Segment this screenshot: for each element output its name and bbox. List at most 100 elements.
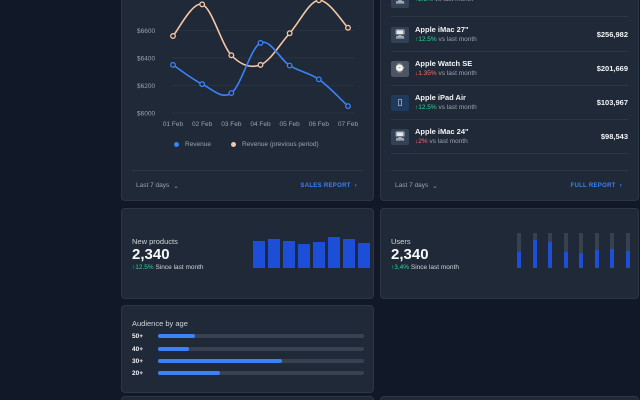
product-change: ↓1.35% vs last month [415, 69, 597, 78]
users-pct: 3,4% [394, 264, 410, 271]
product-row[interactable]: 🖥 Apple iMac 27" ↑12.5% vs last month $256,… [391, 18, 628, 52]
full-report-link[interactable]: FULL REPORT › [570, 183, 628, 189]
previous-revenue-point[interactable] [170, 33, 176, 39]
product-info: ↑2.5% vs last month [415, 0, 628, 4]
product-since: vs last month [438, 70, 477, 77]
bar [548, 241, 552, 268]
revenue-point[interactable] [228, 90, 235, 97]
x-tick-label: 02 Feb [192, 121, 213, 128]
arrow-up-icon: ↑ [391, 264, 395, 271]
age-progress-track [158, 347, 364, 351]
product-info: Apple iMac 27" ↑12.5% vs last month [415, 25, 597, 44]
y-tick-label: $6200 [137, 83, 155, 90]
bar [313, 241, 325, 268]
audience-row: 30+ [132, 356, 364, 366]
product-revenue: $103,967 [596, 98, 628, 107]
arrow-up-icon: ↑ [415, 0, 418, 3]
imac-icon: 🖥 [391, 26, 409, 43]
product-name: Apple iPad Air [415, 93, 466, 102]
date-range-select[interactable]: Last 7 days ⌄ [132, 182, 179, 190]
previous-revenue-point[interactable] [286, 30, 293, 37]
product-row[interactable]: ▯ Apple iPad Air ↑12.5% vs last month $103,… [391, 86, 628, 120]
previous-revenue-point[interactable] [257, 61, 264, 68]
x-tick-label: 03 Feb [221, 121, 242, 128]
bar-track [532, 233, 537, 268]
sales-report-link[interactable]: SALES REPORT › [300, 183, 363, 189]
product-revenue: $98,543 [600, 132, 628, 141]
previous-revenue-point[interactable] [228, 52, 235, 59]
x-tick-label: 04 Feb [250, 121, 271, 128]
age-progress-track [158, 359, 364, 363]
age-group-label: 30+ [132, 357, 144, 365]
revenue-point[interactable] [257, 39, 264, 46]
bar-track [594, 233, 599, 268]
legend-item-previous[interactable]: Revenue (previous period) [231, 141, 319, 148]
product-row[interactable]: ⌚ Apple Watch SE ↓1.35% vs last month $201,… [391, 52, 628, 86]
product-info: Apple iPad Air ↑12.5% vs last month [415, 93, 597, 112]
new-products-pct: 12.5% [135, 264, 154, 271]
product-pct: 12.5% [418, 36, 437, 43]
product-pct: 12.5% [418, 104, 437, 111]
x-tick-label: 07 Feb [338, 121, 359, 128]
users-value: 2,340 [391, 246, 429, 263]
product-row[interactable]: 🖥 Apple iMac 24" ↓2% vs last month $98,543 [391, 120, 628, 154]
product-pct: 2% [418, 138, 428, 145]
product-revenue: $256,982 [596, 30, 628, 39]
legend-item-revenue[interactable]: Revenue [174, 141, 211, 148]
chevron-right-icon: › [619, 182, 622, 189]
audience-row: 20+ [132, 368, 364, 378]
chart-card-footer: Last 7 days ⌄ SALES REPORT › [132, 170, 363, 200]
age-progress-track [158, 334, 364, 338]
previous-revenue-point[interactable] [345, 24, 351, 31]
chart-legend: Revenue Revenue (previous period) [174, 141, 319, 148]
product-change: ↓2% vs last month [415, 137, 601, 146]
users-since: Since last month [410, 264, 459, 271]
x-tick-label: 05 Feb [280, 121, 301, 128]
audience-row: 50+ [132, 331, 364, 341]
revenue-point[interactable] [199, 81, 206, 88]
product-since: vs last month [438, 36, 477, 43]
users-bar-chart [517, 233, 630, 268]
bar [253, 240, 265, 268]
product-revenue: $201,669 [596, 64, 628, 73]
new-products-value: 2,340 [132, 246, 170, 263]
ipad-icon: ▯ [391, 94, 409, 111]
age-progress-track [158, 371, 364, 375]
revenue-point[interactable] [286, 62, 293, 69]
bar-track [625, 233, 630, 268]
bar [610, 248, 614, 268]
chevron-down-icon: ⌄ [173, 182, 179, 190]
product-name: Apple iMac 27" [415, 25, 469, 34]
new-products-since: Since last month [155, 264, 204, 271]
next-card-partial [121, 396, 374, 400]
arrow-up-icon: ↑ [415, 104, 419, 111]
legend-label-revenue: Revenue [185, 141, 212, 148]
arrow-up-icon: ↑ [132, 264, 136, 271]
age-group-label: 50+ [132, 332, 144, 340]
revenue-point[interactable] [170, 61, 176, 68]
y-tick-label: $6000 [137, 111, 155, 118]
products-date-range-select[interactable]: Last 7 days ⌄ [391, 182, 438, 190]
full-report-label: FULL REPORT [570, 182, 616, 189]
bar-track [610, 233, 614, 268]
product-pct: 1.35% [418, 70, 437, 77]
previous-revenue-point[interactable] [315, 0, 322, 4]
chevron-right-icon: › [354, 182, 357, 189]
product-change: ↑2.5% vs last month [415, 0, 628, 4]
legend-dot-previous [231, 142, 237, 147]
age-group-label: 20+ [132, 369, 144, 377]
product-since: vs last month [429, 138, 468, 145]
product-row[interactable]: 🖥 ↑2.5% vs last month [391, 0, 628, 17]
bar [358, 242, 370, 268]
previous-revenue-series-line [172, 0, 349, 68]
revenue-point[interactable] [315, 76, 322, 83]
revenue-point[interactable] [345, 103, 351, 110]
imac-icon: 🖥 [391, 128, 409, 145]
arrow-up-icon: ↑ [415, 36, 419, 43]
next-card-partial-right [380, 396, 639, 400]
product-info: Apple iMac 24" ↓2% vs last month [415, 127, 601, 146]
bar [298, 244, 310, 268]
previous-revenue-point[interactable] [199, 1, 206, 8]
audience-row: 40+ [132, 344, 364, 354]
age-group-label: 40+ [132, 345, 144, 353]
